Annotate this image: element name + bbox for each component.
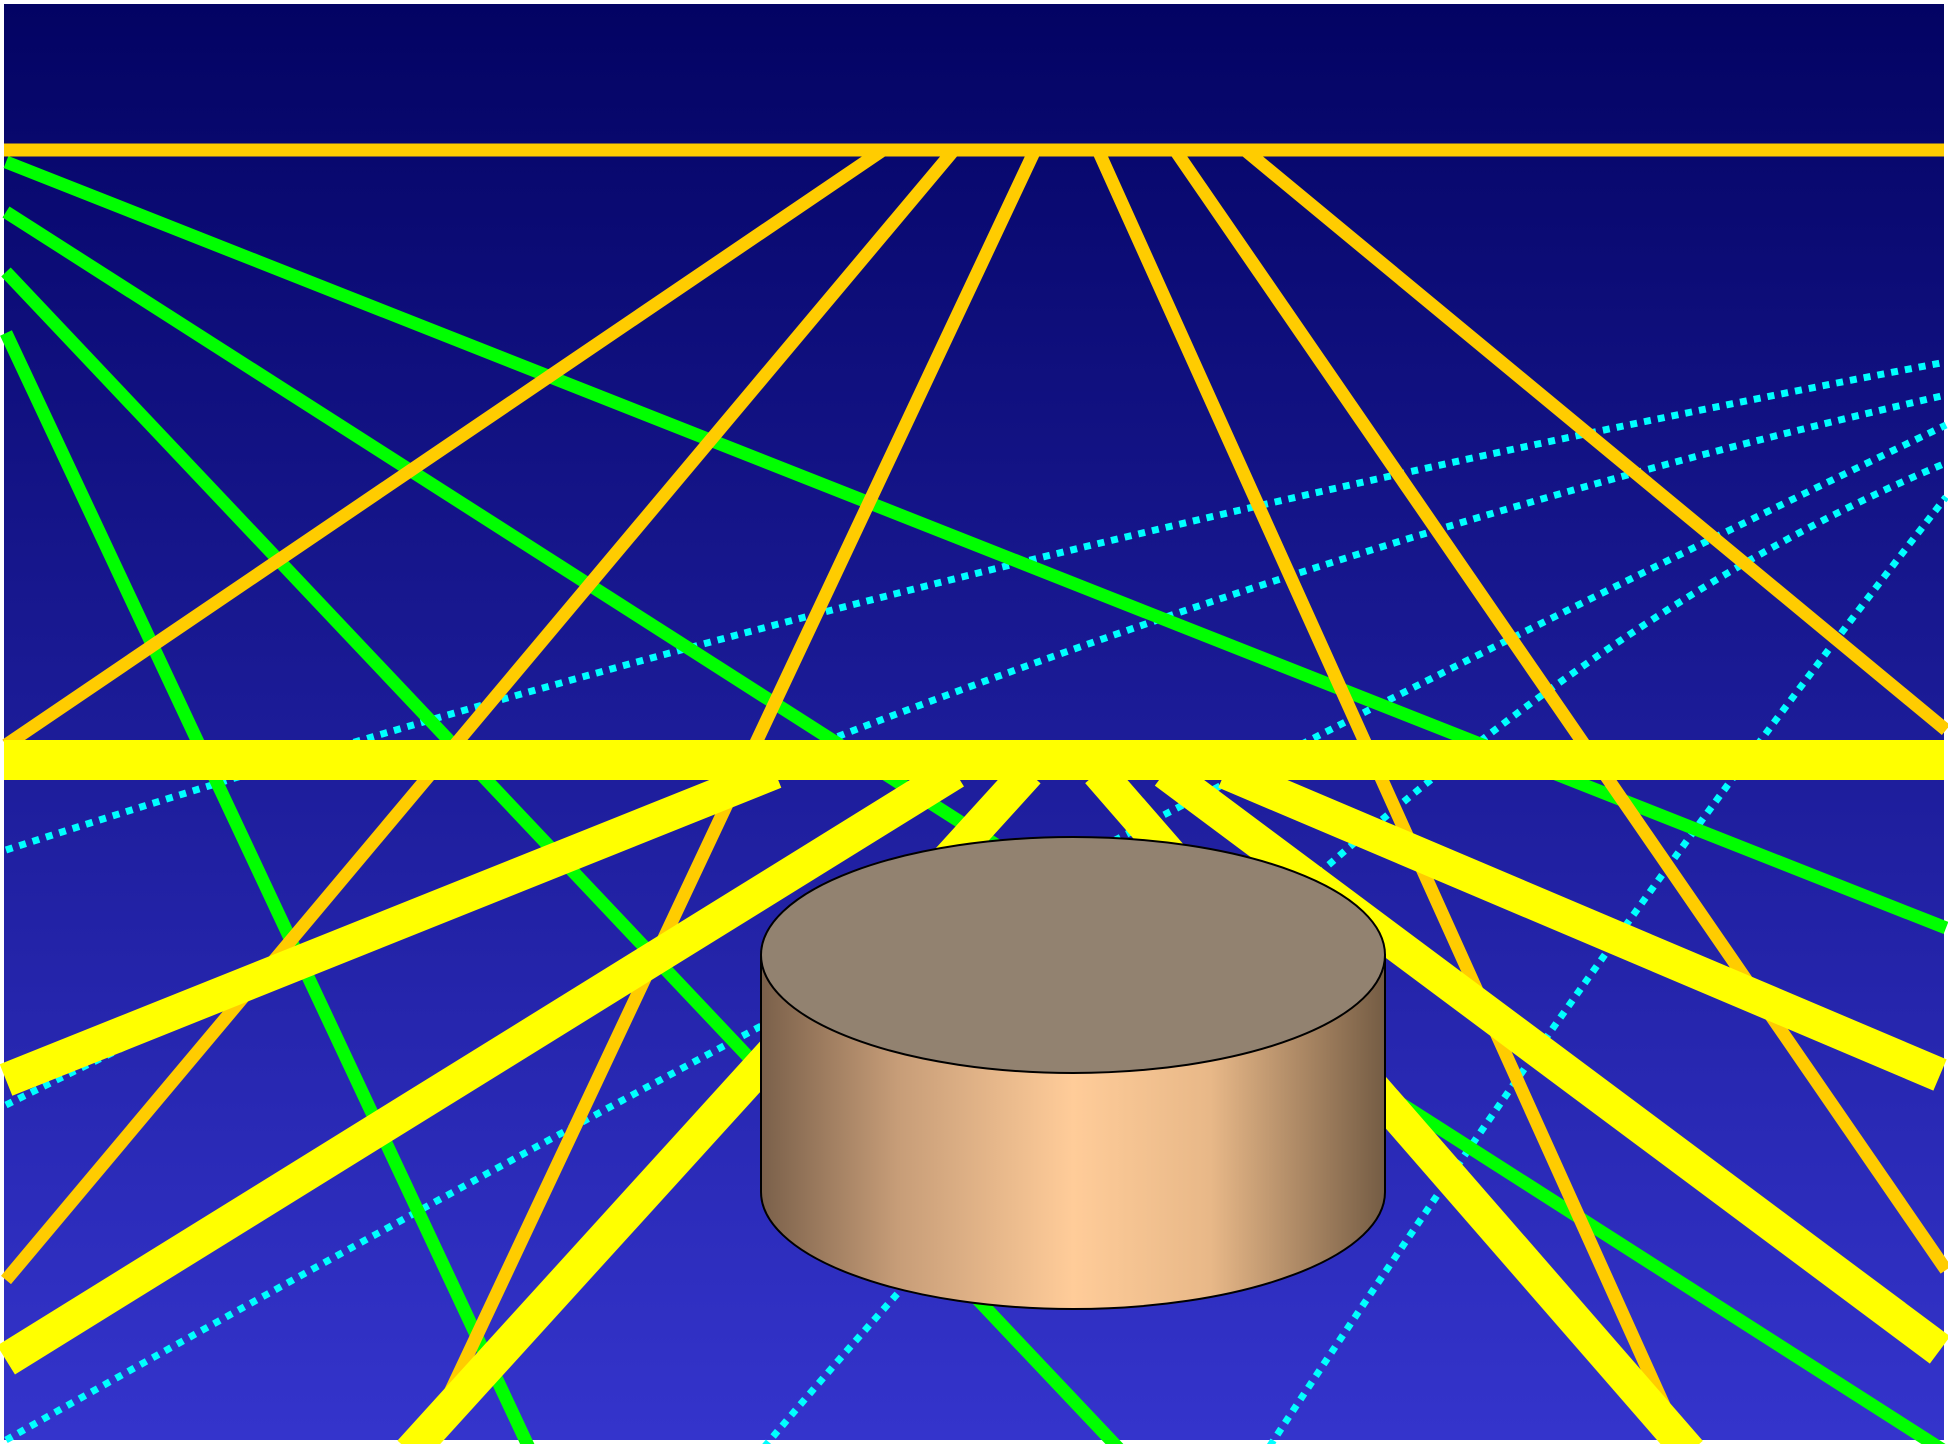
- cylinder: [760, 836, 1386, 1310]
- yellow-beams: [0, 740, 1948, 1444]
- orange-ray: [1169, 146, 1948, 1274]
- orange-ray: [1, 145, 959, 1285]
- yellow-beam: [1218, 756, 1947, 1091]
- orange-ray: [2, 144, 887, 751]
- yellow-beam: [1154, 758, 1948, 1364]
- cylinder-top: [760, 836, 1386, 1074]
- cyan-dotted-ray: [4, 421, 1948, 1444]
- yellow-beam: [0, 757, 964, 1375]
- orange-rays: [1, 143, 1948, 1444]
- orange-ray: [1240, 144, 1948, 736]
- yellow-beam: [0, 756, 782, 1096]
- cyan-dotted-ray: [1266, 494, 1948, 1444]
- orange-ray: [1092, 147, 1689, 1444]
- cyan-dotted-ray: [4, 358, 1947, 854]
- cyan-dotted-ray: [4, 391, 1947, 1109]
- green-ray: [0, 330, 535, 1444]
